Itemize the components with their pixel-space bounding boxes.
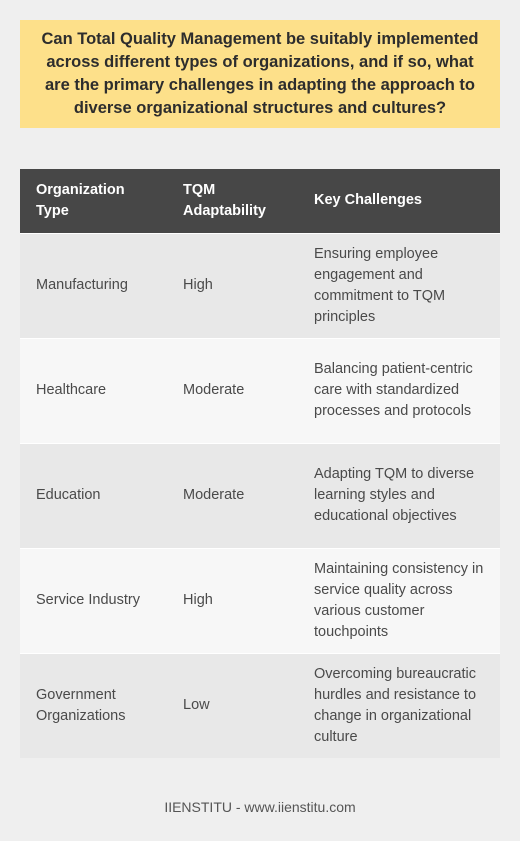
question-text: Can Total Quality Management be suitably… <box>41 30 479 117</box>
organization-type-cell: Education <box>20 442 167 548</box>
challenges-cell: Overcoming bureaucratic hurdles and resi… <box>298 652 500 758</box>
adaptability-cell: Moderate <box>167 337 298 443</box>
table-row: Manufacturing High Ensuring employee eng… <box>20 232 500 338</box>
header-key-challenges: Key Challenges <box>298 169 500 233</box>
adaptability-cell: Moderate <box>167 442 298 548</box>
adaptability-cell: Low <box>167 652 298 758</box>
organization-type-cell: Service Industry <box>20 547 167 653</box>
footer-credit: IIENSTITU - www.iienstitu.com <box>164 799 356 815</box>
header-tqm-adaptability: TQM Adaptability <box>167 169 298 233</box>
challenges-cell: Maintaining consistency in service quali… <box>298 547 500 653</box>
table-row: Healthcare Moderate Balancing patient-ce… <box>20 337 500 443</box>
challenges-cell: Adapting TQM to diverse learning styles … <box>298 442 500 548</box>
challenges-cell: Ensuring employee engagement and commitm… <box>298 232 500 338</box>
tqm-table: Organization Type TQM Adaptability Key C… <box>20 169 500 758</box>
organization-type-cell: Government Organizations <box>20 652 167 758</box>
table-row: Education Moderate Adapting TQM to diver… <box>20 442 500 548</box>
question-box: Can Total Quality Management be suitably… <box>20 20 500 128</box>
table-row: Service Industry High Maintaining consis… <box>20 547 500 653</box>
organization-type-cell: Healthcare <box>20 337 167 443</box>
adaptability-cell: High <box>167 547 298 653</box>
challenges-cell: Balancing patient-centric care with stan… <box>298 337 500 443</box>
adaptability-cell: High <box>167 232 298 338</box>
table-header-row: Organization Type TQM Adaptability Key C… <box>20 169 500 233</box>
header-organization-type: Organization Type <box>20 169 167 233</box>
organization-type-cell: Manufacturing <box>20 232 167 338</box>
table-row: Government Organizations Low Overcoming … <box>20 652 500 758</box>
